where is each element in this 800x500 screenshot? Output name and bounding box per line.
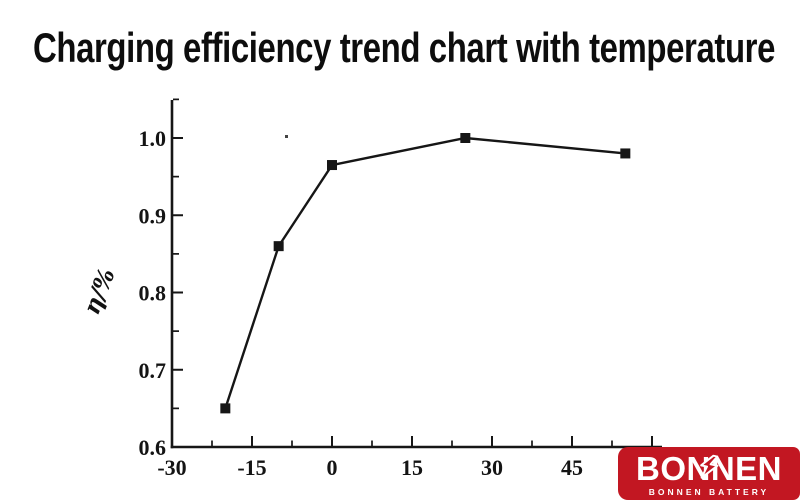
- logo-subtitle: BONNEN BATTERY: [648, 486, 770, 497]
- x-tick-label: 0: [327, 455, 338, 480]
- data-point-marker: [220, 403, 231, 414]
- scan-artifact-dot: [285, 135, 288, 138]
- lightning-bolt-shape: [700, 454, 719, 479]
- data-point-marker: [327, 160, 337, 171]
- y-tick-label: 0.7: [139, 358, 167, 383]
- data-point-marker: [620, 148, 631, 159]
- y-tick-label: 0.6: [139, 435, 167, 460]
- y-tick-label: 0.9: [139, 203, 167, 228]
- data-point-marker: [460, 133, 471, 143]
- data-line: [224, 136, 626, 409]
- x-tick-label: -15: [237, 455, 266, 480]
- x-tick-label: 45: [561, 455, 583, 480]
- x-tick-label: 15: [401, 455, 423, 480]
- y-tick-label: 1.0: [139, 126, 167, 151]
- x-tick-label: -30: [157, 455, 186, 480]
- logo-wordmark: BONNEN: [636, 452, 782, 485]
- chart-title: Charging efficiency trend chart with tem…: [33, 24, 775, 71]
- x-tick-label: 30: [481, 455, 503, 480]
- lightning-bolt-icon: [700, 454, 719, 479]
- bonnen-logo: BONNEN BONNEN BATTERY: [618, 447, 800, 500]
- data-point-marker: [273, 241, 284, 252]
- y-tick-label: 0.8: [139, 281, 167, 306]
